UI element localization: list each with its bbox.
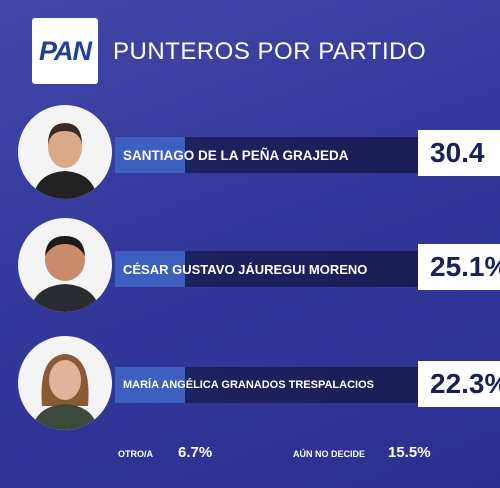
- candidate-photo: [18, 105, 112, 199]
- candidate-value: 22.3%: [430, 368, 500, 399]
- other-label: OTRO/A: [118, 449, 153, 459]
- name-bar: SANTIAGO DE LA PEÑA GRAJEDA: [115, 137, 418, 173]
- portrait: [33, 123, 97, 199]
- logo-text: PAN: [38, 35, 92, 66]
- value-box: 25.1%: [418, 244, 500, 290]
- undecided-label: AÚN NO DECIDE: [293, 449, 366, 459]
- undecided-value: 15.5%: [388, 444, 431, 461]
- other-value: 6.7%: [178, 444, 213, 461]
- portrait: [30, 236, 100, 312]
- candidate-name: CÉSAR GUSTAVO JÁUREGUI MORENO: [123, 261, 368, 277]
- candidate-photo: [18, 336, 112, 430]
- candidate-value: 25.1%: [430, 251, 500, 282]
- candidate-photo: [18, 218, 112, 312]
- candidate-value: 30.4: [430, 137, 485, 168]
- value-box: 30.4: [418, 130, 500, 176]
- value-box: 22.3%: [418, 361, 500, 407]
- title: PUNTEROS POR PARTIDO: [113, 38, 427, 65]
- candidate-name: SANTIAGO DE LA PEÑA GRAJEDA: [123, 147, 349, 163]
- portrait: [32, 354, 98, 430]
- name-bar: MARÍA ANGÉLICA GRANADOS TRESPALACIOS: [115, 367, 418, 403]
- name-bar: CÉSAR GUSTAVO JÁUREGUI MORENO: [115, 251, 418, 287]
- candidate-name: MARÍA ANGÉLICA GRANADOS TRESPALACIOS: [123, 379, 374, 391]
- party-logo: PAN: [32, 18, 98, 84]
